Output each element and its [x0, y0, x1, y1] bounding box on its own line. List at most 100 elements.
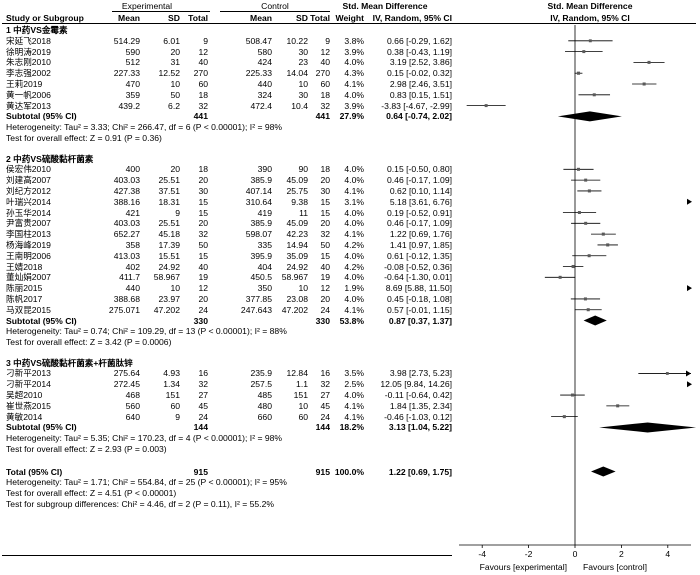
control-sd: 9.38 — [291, 196, 308, 207]
x-tick-label: 0 — [573, 549, 578, 559]
study-weight: 4.3% — [344, 68, 364, 79]
control-mean: 598.07 — [245, 229, 272, 240]
control-sd: 10 — [298, 79, 308, 89]
study-ci: 0.15 [-0.02, 0.32] — [387, 68, 452, 79]
study-point — [584, 221, 588, 225]
control-mean: 480 — [257, 400, 272, 411]
experimental-sd: 18.31 — [158, 196, 180, 207]
control-sd: 151 — [293, 390, 308, 401]
control-total: 30 — [320, 185, 330, 196]
study-name: 王南明2006 — [6, 250, 51, 261]
control-mean: 424 — [257, 57, 272, 68]
control-sd: 42.23 — [286, 229, 308, 240]
control-mean: 450.5 — [250, 272, 272, 283]
control-sd: 60 — [298, 411, 308, 422]
experimental-sd: 60 — [170, 400, 180, 411]
off-scale-arrow — [687, 381, 692, 388]
control-total: 15 — [320, 207, 330, 218]
experimental-total: 20 — [198, 218, 208, 229]
favours-experimental-label: Favours [experimental] — [480, 562, 567, 572]
study-ci: 12.05 [9.84, 14.26] — [380, 379, 452, 390]
experimental-total: 12 — [198, 283, 208, 294]
study-point — [587, 189, 591, 193]
control-sd: 23 — [298, 57, 308, 68]
experimental-total: 24 — [198, 411, 208, 422]
experimental-mean: 403.03 — [113, 218, 140, 229]
experimental-mean: 514.29 — [113, 35, 140, 46]
subtotal-control-total: 441 — [315, 111, 330, 122]
study-ci: 1.22 [0.69, 1.76] — [389, 229, 452, 240]
control-sd: 24.92 — [286, 261, 308, 272]
experimental-mean: 652.27 — [113, 229, 140, 240]
study-weight: 4.0% — [344, 89, 364, 100]
control-sd: 45.09 — [286, 218, 308, 229]
study-weight: 4.0% — [344, 164, 364, 175]
experimental-sd: 24.92 — [158, 261, 180, 272]
study-point — [586, 308, 590, 312]
experimental-sd: 15.51 — [158, 250, 180, 261]
subtotal-experimental-total: 144 — [193, 422, 208, 433]
experimental-total: 19 — [198, 272, 208, 283]
control-mean: 324 — [257, 89, 272, 100]
control-sd: 10.22 — [286, 35, 308, 46]
experimental-sd: 12.52 — [158, 68, 180, 79]
experimental-total: 18 — [198, 164, 208, 175]
study-ci: 0.57 [-0.01, 1.15] — [387, 304, 452, 315]
control-total: 24 — [320, 304, 330, 315]
control-total: 15 — [320, 196, 330, 207]
experimental-sd: 20 — [170, 164, 180, 175]
subtotal-ci: 0.64 [-0.74, 2.02] — [386, 111, 452, 122]
study-name: 黄一帆2006 — [6, 89, 51, 100]
study-name: 陈丽2015 — [6, 283, 43, 294]
control-header: Control — [261, 1, 289, 11]
experimental-total: 9 — [203, 35, 208, 46]
subgroup-heterogeneity: Heterogeneity: Tau² = 5.35; Chi² = 170.2… — [6, 433, 283, 444]
experimental-sd: 47.202 — [153, 304, 180, 315]
ci-method-header: IV, Random, 95% CI — [372, 13, 452, 23]
experimental-total: 30 — [198, 185, 208, 196]
experimental-sd: 25.51 — [158, 175, 180, 186]
control-sd: 30 — [298, 46, 308, 57]
control-total: 32 — [320, 100, 330, 111]
experimental-total: 60 — [198, 79, 208, 89]
subtotal-diamond — [557, 111, 622, 122]
study-ci: 0.61 [-0.12, 1.35] — [387, 250, 452, 261]
control-sd: 10 — [298, 400, 308, 411]
study-name: 崔世燕2015 — [6, 400, 51, 411]
experimental-header: Experimental — [121, 1, 173, 11]
control-mean: 335 — [257, 239, 272, 250]
experimental-total: 32 — [198, 379, 208, 390]
study-name: 黄达军2013 — [6, 100, 51, 111]
control-total: 12 — [320, 46, 330, 57]
experimental-sd: 9 — [175, 411, 180, 422]
total-weight: 100.0% — [334, 466, 364, 477]
total-experimental: 915 — [193, 466, 208, 477]
study-point — [484, 104, 488, 108]
experimental-total: 16 — [198, 368, 208, 379]
subgroup-heterogeneity: Heterogeneity: Tau² = 3.33; Chi² = 266.4… — [6, 122, 283, 133]
subgroup-overall-effect: Test for overall effect: Z = 3.42 (P = 0… — [6, 337, 172, 348]
study-name: 宋延飞2018 — [6, 35, 51, 46]
study-point — [576, 71, 581, 75]
study-ci: -0.64 [-1.30, 0.01] — [384, 272, 452, 283]
off-scale-arrow — [687, 285, 692, 292]
experimental-sd: 6.01 — [163, 35, 180, 46]
control-mean: 407.14 — [245, 185, 272, 196]
experimental-mean: 640 — [125, 411, 140, 422]
experimental-total: 270 — [193, 68, 208, 79]
experimental-mean: 413.03 — [113, 250, 140, 261]
control-sd: 11 — [299, 207, 308, 218]
study-point — [642, 82, 646, 86]
subtotal-experimental-total: 441 — [193, 111, 208, 122]
subgroup-overall-effect: Test for overall effect: Z = 0.91 (P = 0… — [6, 133, 162, 143]
experimental-total: 50 — [198, 239, 208, 250]
control-mean: 440 — [257, 79, 272, 89]
control-mean: 385.9 — [250, 175, 272, 186]
study-weight: 4.0% — [344, 293, 364, 304]
study-weight: 4.0% — [344, 390, 364, 401]
study-ci: 0.83 [0.15, 1.51] — [389, 89, 452, 100]
subgroup-title: 1 中药VS金霉素 — [6, 25, 68, 35]
study-name: 刘建高2007 — [6, 175, 51, 186]
total-control: 915 — [315, 466, 330, 477]
study-name: 刁新平2013 — [6, 368, 51, 379]
